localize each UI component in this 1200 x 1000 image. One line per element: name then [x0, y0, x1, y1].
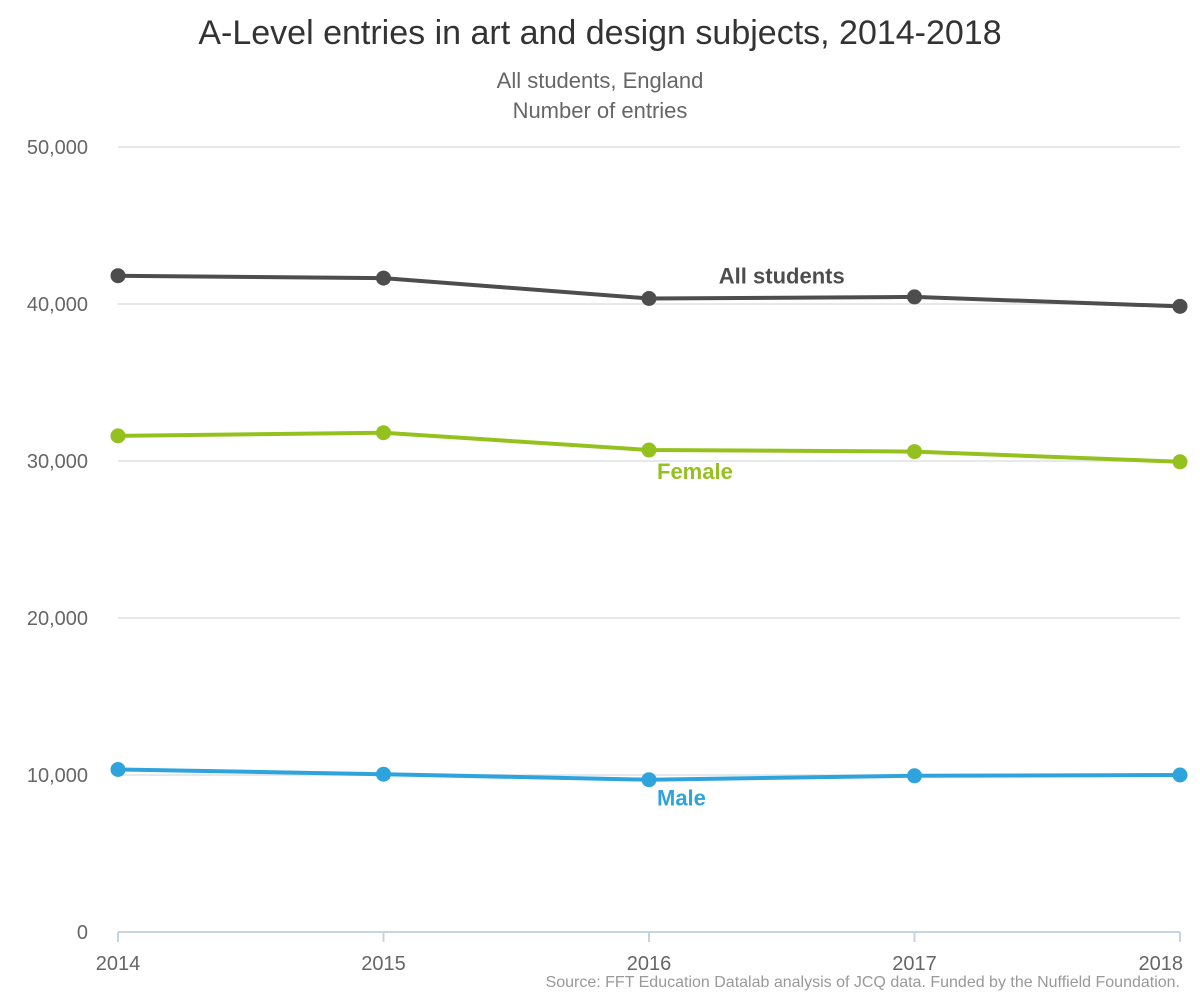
axes: 0 10,000 20,000 30,000 40,000 50,000 2014 2015 2…	[27, 137, 1183, 975]
data-point-male	[376, 766, 391, 782]
data-point-all	[376, 270, 391, 286]
data-point-male	[641, 772, 657, 788]
y-tick-label: 0	[77, 922, 88, 944]
data-point-male	[907, 768, 922, 784]
data-point-male	[1172, 767, 1188, 783]
data-point-all	[907, 289, 922, 305]
data-point-female	[376, 425, 391, 441]
series-label-female: Female	[657, 459, 733, 484]
source-note: Source: FFT Education Datalab analysis o…	[545, 974, 1180, 991]
series-label-male: Male	[657, 786, 706, 811]
series-labels: All students Female Male	[657, 264, 845, 811]
grid-lines	[118, 146, 1180, 776]
data-point-all	[1172, 298, 1188, 314]
chart-subtitle-line-2: Number of entries	[512, 98, 688, 123]
chart-title: A-Level entries in art and design subjec…	[198, 14, 1002, 52]
y-tick-label: 10,000	[27, 765, 88, 787]
data-point-all	[110, 268, 126, 284]
y-tick-label: 40,000	[27, 294, 88, 316]
data-point-female	[1172, 454, 1188, 470]
data-point-female	[110, 428, 126, 444]
series-label-all: All students	[719, 264, 845, 289]
y-tick-label: 20,000	[27, 608, 88, 630]
x-tick-label: 2017	[892, 953, 937, 975]
chart-subtitle-line-1: All students, England	[496, 68, 704, 93]
chart-subtitle: All students, England Number of entries	[0, 66, 1200, 126]
data-point-female	[641, 442, 657, 458]
y-tick-label: 50,000	[27, 137, 88, 159]
series-lines	[110, 268, 1188, 788]
data-point-female	[907, 444, 922, 460]
x-tick-label: 2016	[627, 953, 672, 975]
x-tick-label: 2014	[96, 953, 141, 975]
data-point-all	[641, 291, 657, 307]
y-tick-label: 30,000	[27, 451, 88, 473]
x-tick-label: 2015	[361, 953, 406, 975]
x-tick-label: 2018	[1139, 953, 1184, 975]
data-point-male	[110, 762, 126, 778]
